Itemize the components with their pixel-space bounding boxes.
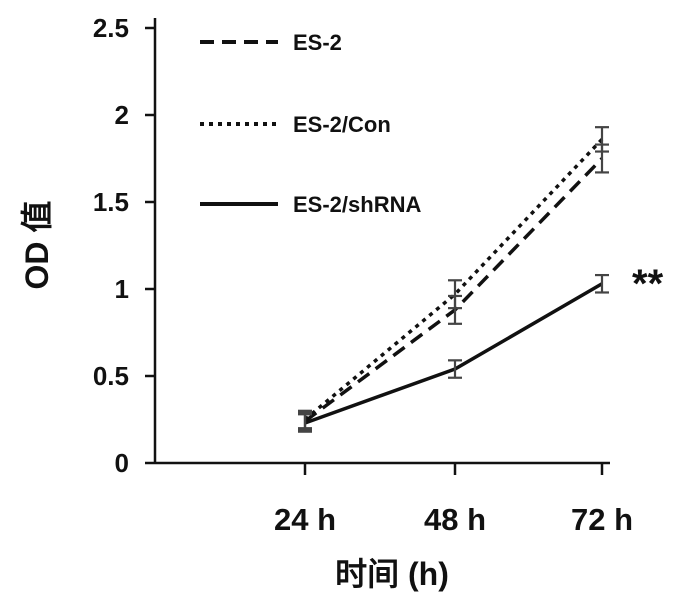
series-line-es-2-shrna [305, 284, 602, 423]
y-tick-label: 1 [115, 274, 129, 304]
y-tick-label: 0 [115, 448, 129, 478]
significance-annotation: ** [632, 262, 664, 306]
y-tick-label: 0.5 [93, 361, 129, 391]
x-tick-label: 48 h [424, 502, 486, 537]
legend: ES-2 ES-2/Con ES-2/shRNA [200, 30, 421, 217]
error-bar [595, 275, 609, 292]
legend-label: ES-2 [293, 30, 342, 55]
y-tick-label: 2.5 [93, 13, 129, 43]
y-tick-label: 2 [115, 100, 129, 130]
legend-label: ES-2/shRNA [293, 192, 421, 217]
error-bar [595, 127, 609, 151]
y-axis-title: OD 值 [19, 201, 55, 290]
legend-entry: ES-2/Con [200, 112, 391, 137]
axes: 0 0.5 1 1.5 2 2.5 24 h 48 h 72 h 时间 (h) OD 值 [19, 13, 633, 592]
x-axis-title: 时间 (h) [335, 556, 449, 592]
x-tick-label: 72 h [571, 502, 633, 537]
x-tick-label: 24 h [274, 502, 336, 537]
legend-label: ES-2/Con [293, 112, 391, 137]
annotations: ** [632, 262, 664, 306]
error-bars [298, 127, 609, 432]
legend-entry: ES-2/shRNA [200, 192, 421, 217]
y-tick-label: 1.5 [93, 187, 129, 217]
error-bar [448, 280, 462, 308]
legend-entry: ES-2 [200, 30, 342, 55]
